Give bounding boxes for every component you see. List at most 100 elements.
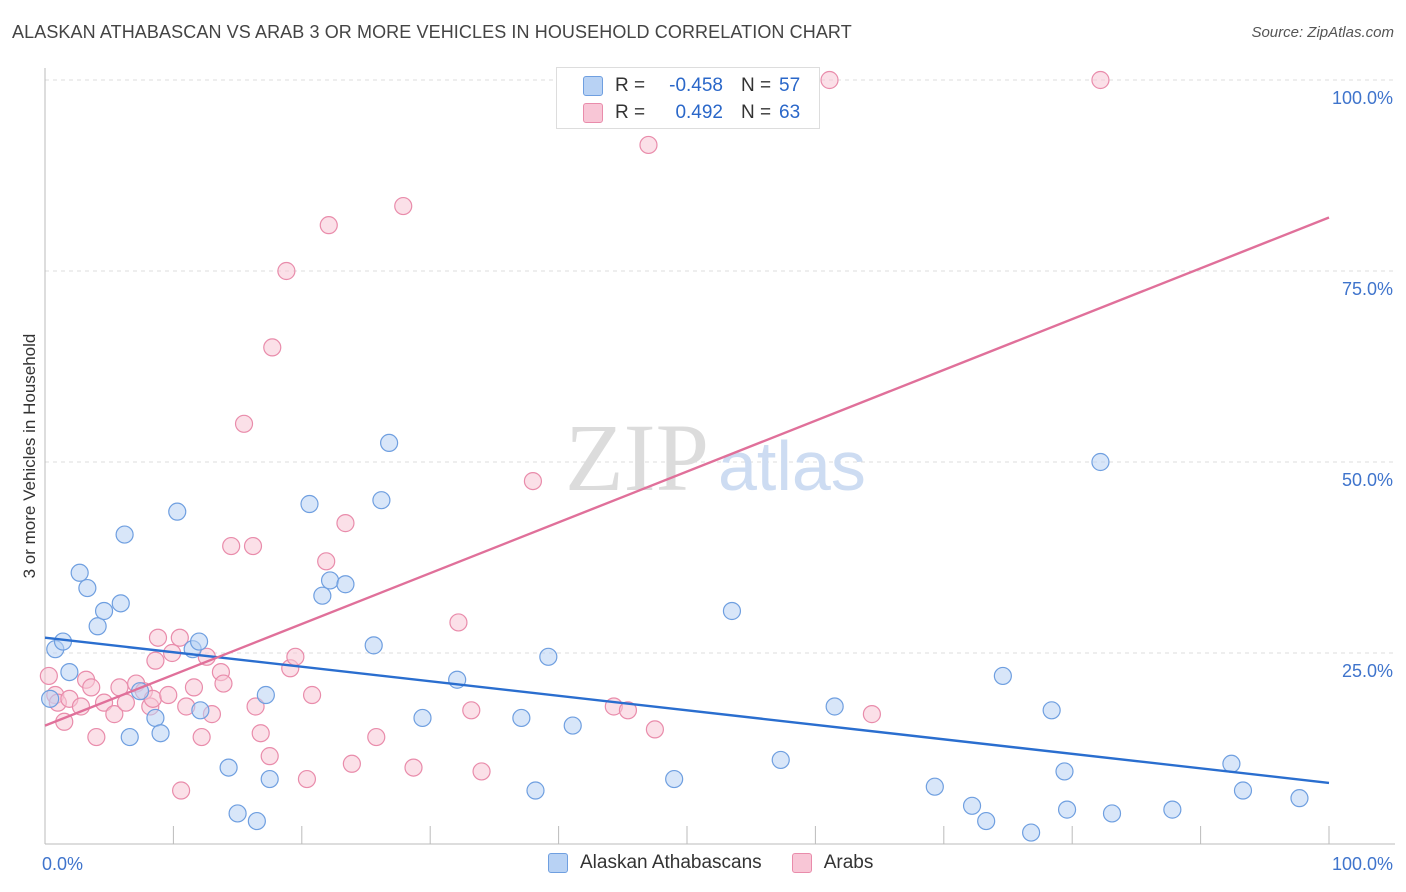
athabascan-point-39 [825,697,844,716]
athabascan-point-27 [364,636,383,655]
athabascan-point-0 [41,689,60,708]
arab-point-48 [404,758,423,777]
arab-point-55 [639,135,658,155]
axes [44,68,1395,845]
legend-row-arabs: R = 0.492 N = 63 [583,100,800,126]
athabascan-point-11 [120,727,139,747]
athabascan-point-25 [320,571,340,590]
grid-lines [45,79,1395,654]
arab-point-17 [146,651,165,670]
athabascan-point-13 [151,724,170,743]
x-tick-label-0: 0.0% [42,854,83,874]
legend-item-arabs[interactable]: Arabs [791,852,874,874]
arab-point-44 [336,514,355,533]
watermark-atlas: atlas [718,427,866,505]
n-value: 63 [779,102,801,123]
athabascan-point-40 [925,777,944,796]
chart-title: ALASKAN ATHABASCAN VS ARAB 3 OR MORE VEH… [12,22,852,42]
athabascan-point-41 [962,796,982,815]
arab-point-30 [222,536,241,556]
r-value: 0.492 [675,102,723,123]
arab-trend-line [44,216,1330,727]
athabascan-point-16 [189,632,209,651]
pink-swatch-icon [791,853,812,873]
trend-lines [44,216,1330,785]
arab-point-51 [472,762,491,781]
athabascan-point-36 [665,769,684,789]
arab-point-29 [214,674,233,693]
legend-item-athabascans[interactable]: Alaskan Athabascans [548,852,762,874]
athabascan-point-48 [1091,452,1110,472]
athabascan-point-23 [300,494,319,514]
athabascan-point-3 [60,662,79,682]
athabascan-point-33 [526,781,545,800]
arab-point-43 [319,216,338,235]
athabascan-trend-line [44,636,1330,785]
arab-point-46 [367,727,386,747]
athabascan-point-18 [219,758,238,777]
arab-point-49 [449,613,468,632]
y-tick-label-25: 25.0% [1342,661,1393,681]
arab-point-25 [192,727,211,747]
arab-point-58 [862,705,881,724]
athabascan-point-46 [1055,762,1074,781]
athabascan-point-5 [78,578,97,598]
blue-swatch-icon [548,853,568,873]
arab-point-0 [39,666,58,686]
athabascan-point-53 [1290,789,1309,808]
arab-point-10 [105,705,124,724]
y-tick-label-75: 75.0% [1342,279,1393,299]
arab-point-33 [246,697,265,716]
athabascan-point-32 [512,708,531,728]
arab-point-57 [820,70,839,90]
watermark-zip: ZIP [565,404,709,511]
athabascan-point-47 [1057,800,1077,819]
arab-point-39 [286,647,305,666]
athabascan-point-30 [413,708,432,728]
athabascan-point-17 [191,701,210,720]
n-label: N = [741,75,772,96]
athabascan-point-7 [94,601,114,621]
y-axis-label: 3 or more Vehicles in Household [20,333,39,579]
arab-point-52 [523,472,543,491]
athabascan-point-9 [115,525,134,544]
athabascan-point-35 [563,716,582,735]
athabascan-point-42 [977,811,996,831]
athabascan-point-43 [993,666,1012,686]
athabascan-point-51 [1222,754,1241,773]
r-label: R = [615,102,646,123]
athabascan-point-6 [88,617,107,636]
arab-point-19 [159,685,178,705]
n-value: 57 [779,75,801,96]
athabascan-point-19 [228,804,247,823]
pink-swatch-icon [583,103,603,123]
athabascan-point-44 [1022,823,1041,842]
series-legend: Alaskan Athabascans Arabs [548,852,903,874]
athabascan-point-24 [313,586,332,605]
athabascan-point-45 [1042,701,1061,720]
athabascan-point-12 [146,708,165,728]
athabascan-point-22 [260,769,279,789]
legend-label-athabascans: Alaskan Athabascans [580,852,762,873]
arab-point-32 [243,536,263,556]
r-value: -0.458 [669,75,723,96]
correlation-legend: R = -0.458 N = 57 R = 0.492 N = 63 [556,67,820,129]
arab-point-42 [317,552,336,571]
athabascan-point-8 [111,594,130,613]
arab-point-50 [462,701,481,720]
athabascan-point-20 [247,811,266,831]
arab-point-59 [1091,70,1110,90]
arab-point-18 [148,628,168,647]
legend-label-arabs: Arabs [823,852,874,873]
athabascan-point-4 [70,563,89,582]
arab-point-8 [87,727,106,747]
r-label: R = [615,75,646,96]
athabascan-point-29 [380,433,399,452]
arab-point-31 [234,414,254,433]
arab-point-24 [184,678,204,697]
legend-row-athabascan: R = -0.458 N = 57 [583,73,800,99]
y-tick-label-50: 50.0% [1342,470,1393,490]
athabascan-point-21 [256,685,275,705]
arab-point-7 [82,678,101,697]
